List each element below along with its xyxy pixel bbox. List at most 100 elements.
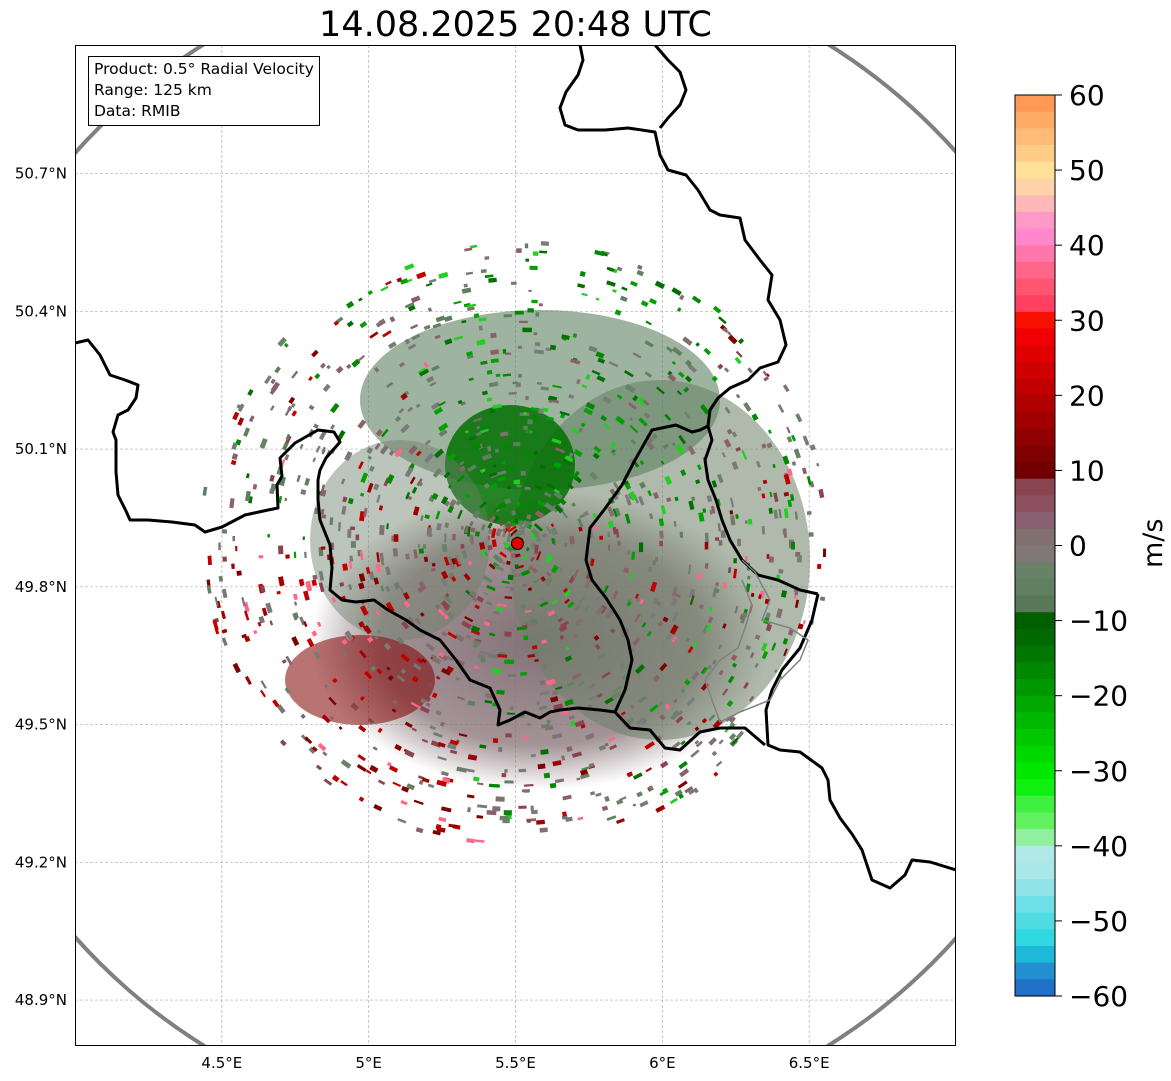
colorbar-swatch [1015, 528, 1055, 547]
lon-tick-label: 6°E [649, 1054, 676, 1072]
lat-ticks: 50.7°N 50.4°N 50.1°N 49.8°N 49.5°N 49.2°N 48.9… [15, 165, 67, 1010]
colorbar-swatch [1015, 345, 1055, 363]
colorbar-swatch [1015, 745, 1055, 764]
colorbar-swatch [1015, 128, 1055, 146]
colorbar-swatch [1015, 695, 1055, 713]
colorbar-swatch [1015, 478, 1055, 497]
colorbar-swatch [1015, 862, 1055, 880]
lat-tick-label: 50.1°N [15, 440, 67, 458]
colorbar-swatch [1015, 111, 1055, 129]
colorbar-swatch [1015, 428, 1055, 446]
colorbar-tick-label: −60 [1069, 980, 1128, 1013]
colorbar-swatch [1015, 729, 1055, 747]
colorbar-swatch [1015, 512, 1055, 530]
colorbar-swatch [1015, 361, 1055, 380]
colorbar-swatch [1015, 979, 1055, 997]
colorbar-swatch [1015, 662, 1055, 680]
border-netherlands-germany [653, 45, 688, 129]
colorbar-swatch [1015, 278, 1055, 296]
info-data: Data: RMIB [94, 102, 181, 120]
colorbar-tick-label: −10 [1069, 605, 1128, 638]
map-frame [75, 45, 956, 1046]
colorbar-swatch [1015, 812, 1055, 830]
lon-ticks: 4.5°E 5°E 5.5°E 6°E 6.5°E [201, 1054, 829, 1072]
border-luxembourg-south [704, 559, 809, 723]
colorbar-tick-label: −30 [1069, 755, 1128, 788]
lat-tick-label: 50.7°N [15, 165, 67, 183]
border-belgium-france-west [75, 338, 766, 752]
colorbar-swatch [1015, 228, 1055, 246]
lat-tick-label: 49.8°N [15, 578, 67, 596]
colorbar-tick-label: −50 [1069, 905, 1128, 938]
colorbar-tick-label: 30 [1069, 304, 1105, 337]
colorbar-swatch [1015, 378, 1055, 396]
border-belgium-germany-north [558, 45, 788, 427]
colorbar-label: m/s [1138, 518, 1169, 568]
info-box: Product: 0.5° Radial Velocity Range: 125… [88, 56, 320, 126]
colorbar-swatch [1015, 578, 1055, 597]
lat-tick-label: 49.2°N [15, 853, 67, 871]
colorbar-swatch [1015, 595, 1055, 613]
colorbar-swatch [1015, 779, 1055, 797]
colorbar-swatch [1015, 929, 1055, 947]
colorbar-swatch [1015, 678, 1055, 697]
colorbar-swatch [1015, 762, 1055, 780]
colorbar-swatch [1015, 195, 1055, 213]
colorbar-swatch [1015, 328, 1055, 346]
border-luxembourg-germany [764, 593, 956, 890]
lat-tick-label: 50.4°N [15, 302, 67, 320]
lon-tick-label: 6.5°E [789, 1054, 830, 1072]
colorbar-tick-label: 0 [1069, 530, 1087, 563]
colorbar-swatch [1015, 261, 1055, 280]
colorbar-swatch [1015, 311, 1055, 330]
colorbar-swatch [1015, 462, 1055, 480]
colorbar-swatch [1015, 245, 1055, 263]
colorbar-tick-label: −40 [1069, 830, 1128, 863]
colorbar-tick-label: 10 [1069, 454, 1105, 487]
echo-area-west [310, 440, 490, 640]
colorbar-swatch [1015, 879, 1055, 897]
colorbar-swatch [1015, 95, 1055, 113]
info-range: Range: 125 km [94, 81, 212, 99]
lat-tick-label: 48.9°N [15, 991, 67, 1009]
colorbar-swatch [1015, 945, 1055, 964]
colorbar-swatch [1015, 628, 1055, 647]
colorbar-swatch [1015, 211, 1055, 230]
colorbar: 60 50 40 30 20 10 0 −10 −20 −30 −40 −50 −60 [1014, 79, 1128, 1013]
lon-tick-label: 4.5°E [201, 1054, 242, 1072]
border-belgium-luxembourg [584, 423, 819, 713]
colorbar-swatch [1015, 545, 1055, 563]
colorbar-swatch [1015, 829, 1055, 847]
colorbar-tick-label: 20 [1069, 379, 1105, 412]
lat-tick-label: 49.5°N [15, 716, 67, 734]
colorbar-swatch [1015, 895, 1055, 914]
colorbar-swatch [1015, 912, 1055, 930]
radar-site-marker [511, 537, 524, 550]
colorbar-swatch [1015, 178, 1055, 196]
echo-speckles [202, 241, 827, 844]
colorbar-swatch [1015, 495, 1055, 513]
velocity-echoes [202, 241, 827, 844]
colorbar-swatch [1015, 395, 1055, 413]
colorbar-swatch [1015, 645, 1055, 663]
colorbar-swatch [1015, 962, 1055, 980]
colorbar-swatch [1015, 795, 1055, 814]
colorbar-swatch [1015, 845, 1055, 864]
colorbar-swatch [1015, 612, 1055, 630]
colorbar-swatch [1015, 562, 1055, 580]
map-title: 14.08.2025 20:48 UTC [319, 5, 712, 45]
lon-tick-label: 5°E [355, 1054, 382, 1072]
colorbar-swatch [1015, 145, 1055, 163]
info-product: Product: 0.5° Radial Velocity [94, 60, 314, 78]
colorbar-swatch [1015, 412, 1055, 430]
colorbar-swatch [1015, 445, 1055, 463]
borders [75, 45, 956, 890]
colorbar-swatch [1015, 295, 1055, 313]
colorbar-tick-label: −20 [1069, 680, 1128, 713]
colorbar-tick-label: 50 [1069, 154, 1105, 187]
colorbar-tick-label: 40 [1069, 229, 1105, 262]
lon-tick-label: 5.5°E [495, 1054, 536, 1072]
colorbar-swatch [1015, 712, 1055, 730]
colorbar-swatch [1015, 161, 1055, 180]
